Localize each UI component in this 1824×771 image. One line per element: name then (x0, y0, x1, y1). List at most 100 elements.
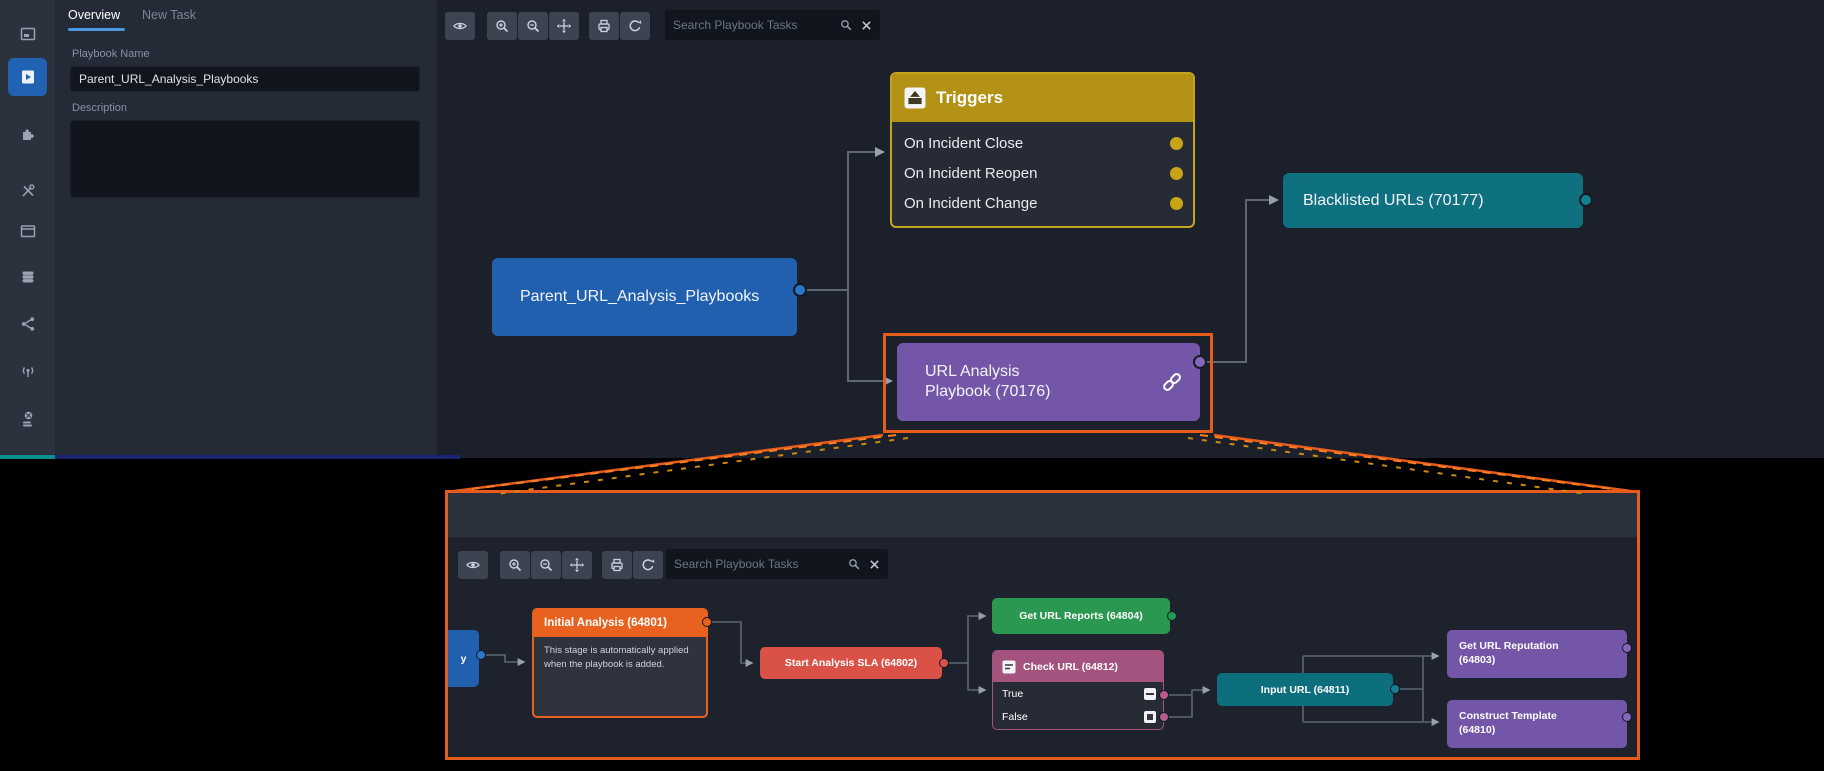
blacklisted-urls-node[interactable]: Blacklisted URLs (70177) (1283, 173, 1583, 228)
url-analysis-playbook-node[interactable]: URL Analysis Playbook (70176) (897, 343, 1200, 421)
print-icon (611, 558, 623, 572)
check-false-dot[interactable] (1159, 712, 1169, 722)
sla-output-dot[interactable] (939, 658, 949, 668)
visibility-button[interactable] (445, 12, 475, 40)
sidebar-item-playbooks[interactable] (8, 58, 47, 96)
construct-template-node[interactable]: Construct Template (64810) (1447, 700, 1627, 748)
inset-print-button[interactable] (602, 551, 632, 579)
database-icon (22, 271, 33, 283)
trigger-icon (904, 87, 926, 109)
parent-playbook-node[interactable]: Parent_URL_Analysis_Playbooks (492, 258, 797, 336)
description-label: Description (72, 102, 128, 114)
sidebar-bottom-strip (0, 455, 55, 459)
dashboard-icon (20, 27, 35, 41)
parent-output-dot[interactable] (793, 283, 807, 297)
zoom-out-icon (527, 20, 540, 33)
playbook-name-label: Playbook Name (72, 48, 150, 60)
tools-icon (21, 184, 35, 197)
overview-panel: Overview New Task Playbook Name Descript… (55, 0, 437, 458)
start-analysis-sla-label: Start Analysis SLA (64802) (784, 657, 918, 669)
get-url-reports-node[interactable]: Get URL Reports (64804) (992, 598, 1170, 634)
refresh-button[interactable] (620, 12, 650, 40)
zoom-in-button[interactable] (487, 12, 517, 40)
sidebar-item-dashboard[interactable] (8, 15, 47, 53)
trigger-row-label: On Incident Reopen (904, 164, 1038, 182)
zoom-out-button[interactable] (518, 12, 548, 40)
refresh-icon (642, 559, 655, 571)
check-url-true-label: True (1002, 687, 1024, 700)
tab-new-task[interactable]: New Task (142, 8, 196, 22)
condition-icon (1144, 687, 1156, 700)
url-analysis-output-dot[interactable] (1193, 355, 1207, 369)
description-textarea[interactable] (70, 120, 420, 198)
trigger-row[interactable]: On Incident Reopen (892, 158, 1193, 188)
active-tab-underline (68, 28, 125, 31)
triggers-node-header: Triggers (892, 74, 1193, 122)
inset-zoom-out-button[interactable] (531, 551, 561, 579)
inset-header-strip (448, 493, 1637, 537)
refresh-icon (629, 20, 642, 32)
check-url-true-row[interactable]: True (993, 682, 1163, 705)
check-true-dot[interactable] (1159, 690, 1169, 700)
print-icon (598, 19, 610, 33)
trigger-row-label: On Incident Change (904, 194, 1038, 212)
trigger-output-dot[interactable] (1170, 166, 1183, 180)
search-icon[interactable] (847, 557, 861, 571)
trigger-row-label: On Incident Close (904, 134, 1024, 152)
inset-search-box (666, 549, 888, 579)
main-search-box (665, 10, 880, 40)
input-url-node[interactable]: Input URL (64811) (1217, 673, 1393, 706)
fit-view-button[interactable] (549, 12, 579, 40)
playbook-name-input[interactable] (70, 66, 420, 92)
clear-search-icon[interactable] (861, 20, 872, 31)
inset-visibility-button[interactable] (458, 551, 488, 579)
reputation-output-dot[interactable] (1622, 643, 1632, 653)
print-button[interactable] (589, 12, 619, 40)
reports-output-dot[interactable] (1167, 611, 1177, 621)
check-url-header: Check URL (64812) (993, 651, 1163, 682)
initial-analysis-node[interactable]: Initial Analysis (64801) This stage is a… (532, 608, 708, 718)
search-playbook-tasks-input[interactable] (673, 18, 831, 32)
tab-overview[interactable]: Overview (68, 8, 121, 22)
construct-template-label: Construct Template (64810) (1459, 710, 1557, 736)
globe-icon (22, 411, 32, 427)
inset-zoom-in-button[interactable] (500, 551, 530, 579)
get-url-reports-label: Get URL Reports (64804) (1019, 610, 1143, 622)
check-url-false-row[interactable]: False (993, 705, 1163, 728)
blacklisted-output-dot[interactable] (1579, 193, 1593, 207)
sidebar-item-share[interactable] (8, 305, 47, 343)
inset-fit-view-button[interactable] (562, 551, 592, 579)
fit-view-icon (556, 18, 572, 34)
inset-stub-node[interactable]: y (448, 630, 479, 687)
trigger-output-dot[interactable] (1170, 196, 1183, 210)
triggers-node[interactable]: Triggers On Incident Close On Incident R… (890, 72, 1195, 228)
search-icon[interactable] (839, 18, 853, 32)
broadcast-icon (22, 367, 33, 377)
get-url-reputation-node[interactable]: Get URL Reputation (64803) (1447, 630, 1627, 678)
eye-icon (453, 22, 467, 30)
clear-search-icon[interactable] (869, 559, 880, 570)
zoom-in-icon (509, 559, 522, 572)
construct-output-dot[interactable] (1622, 712, 1632, 722)
fit-view-icon (569, 557, 585, 573)
check-url-false-label: False (1002, 710, 1028, 723)
trigger-row[interactable]: On Incident Change (892, 188, 1193, 218)
input-url-output-dot[interactable] (1390, 684, 1400, 694)
sidebar-item-window[interactable] (8, 212, 47, 250)
sidebar-item-tools[interactable] (8, 172, 47, 210)
inset-search-playbook-tasks-input[interactable] (674, 557, 839, 571)
start-analysis-sla-node[interactable]: Start Analysis SLA (64802) (760, 647, 942, 679)
eye-icon (466, 561, 480, 569)
trigger-output-dot[interactable] (1170, 136, 1183, 150)
sidebar-item-publish[interactable] (8, 400, 47, 438)
sidebar-item-database[interactable] (8, 258, 47, 296)
sidebar-item-broadcast[interactable] (8, 352, 47, 390)
inset-stub-output-dot[interactable] (476, 650, 486, 660)
sidebar-item-plugins[interactable] (8, 115, 47, 153)
zoom-out-icon (540, 559, 553, 572)
trigger-row[interactable]: On Incident Close (892, 128, 1193, 158)
check-url-node[interactable]: Check URL (64812) True False (992, 650, 1164, 730)
inset-refresh-button[interactable] (633, 551, 663, 579)
initial-analysis-output-dot[interactable] (702, 617, 712, 627)
